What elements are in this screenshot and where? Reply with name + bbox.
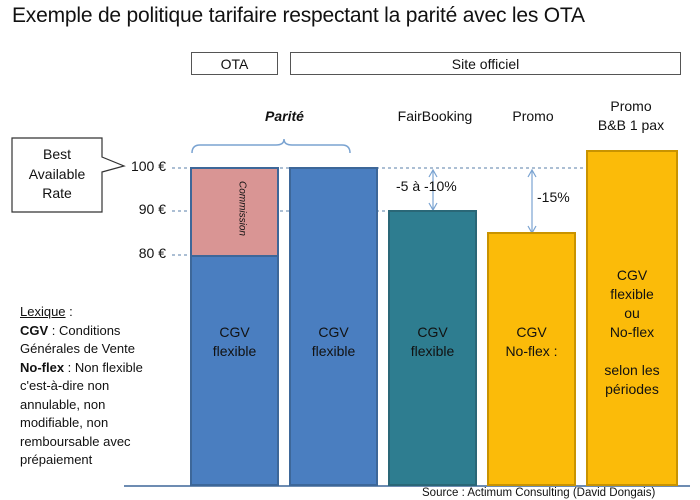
bar-parite-text: CGV flexible — [289, 323, 378, 361]
lexique-cgv-def-2: Générales de Vente — [20, 341, 135, 356]
label-promo-bb: Promo B&B 1 pax — [585, 97, 677, 135]
bar-promo-bb-text-line2: flexible — [610, 286, 654, 302]
bar-promo-text-line1: CGV — [516, 324, 547, 340]
commission-label: Commission — [236, 180, 248, 236]
bar-parite-text-line1: CGV — [318, 324, 349, 340]
lexique-heading-suffix: : — [65, 304, 73, 319]
label-parite: Parité — [265, 108, 304, 124]
lexique-noflex-def-3: annulable, non — [20, 396, 106, 412]
bar-promo-bb-text-line6: périodes — [605, 381, 659, 397]
promo-delta-label: -15% — [537, 189, 570, 205]
lexique-block: Lexique : CGV : Conditions Générales de … — [20, 303, 170, 470]
bar-promo-bb-text: CGV flexible ou No-flex selon les périod… — [586, 266, 678, 399]
source-credit: Source : Actimum Consulting (David Donga… — [422, 487, 656, 499]
header-site-officiel: Site officiel — [290, 52, 681, 75]
bar-ota-text-line1: CGV — [219, 324, 250, 340]
callout-line2: Available — [28, 165, 86, 182]
lexique-noflex-def-5: remboursable avec — [20, 433, 131, 449]
callout-best-available-rate: Best Available Rate — [12, 145, 102, 204]
lexique-noflex-term: No-flex — [20, 359, 65, 375]
callout-line1: Best — [42, 146, 71, 162]
lexique-noflex-def-4: modifiable, non — [20, 415, 109, 430]
fairbooking-delta-label: -5 à -10% — [396, 178, 457, 194]
lexique-cgv-def-1: : Conditions — [48, 322, 121, 338]
lexique-heading: Lexique — [20, 304, 66, 319]
lexique-noflex-def-6: prépaiement — [20, 452, 93, 467]
bar-promo-text: CGV No-flex : — [487, 323, 576, 361]
bar-promo-bb-text-line5: selon les — [604, 362, 660, 378]
bar-parite-site — [289, 167, 378, 486]
label-promo-bb-line2: B&B 1 pax — [597, 117, 665, 133]
bar-fairbooking-text: CGV flexible — [388, 323, 477, 361]
tick-100: 100 € — [130, 158, 166, 174]
header-ota: OTA — [191, 52, 278, 75]
bar-promo-bb-text-line1: CGV — [616, 267, 648, 283]
label-promo: Promo — [512, 108, 554, 124]
bar-ota-text-line2: flexible — [212, 343, 257, 359]
callout-line3: Rate — [42, 185, 72, 201]
bar-ota — [190, 255, 279, 486]
lexique-noflex-def-1: : Non flexible — [64, 359, 143, 375]
tick-80: 80 € — [138, 245, 166, 261]
callout-shape — [11, 137, 126, 213]
bar-ota-text: CGV flexible — [190, 323, 279, 361]
label-fairbooking: FairBooking — [397, 108, 473, 124]
lexique-cgv-term: CGV — [20, 322, 49, 338]
label-promo-bb-line1: Promo — [610, 98, 652, 114]
bar-fairbooking-text-line1: CGV — [417, 324, 448, 340]
bar-ota-commission — [190, 167, 279, 255]
lexique-noflex-def-2: c'est-à-dire non — [20, 378, 110, 393]
bar-promo — [487, 232, 576, 486]
tick-90: 90 € — [138, 201, 166, 217]
bar-parite-text-line2: flexible — [311, 343, 356, 359]
parite-brace — [191, 138, 351, 154]
bar-fairbooking-text-line2: flexible — [410, 343, 455, 359]
bar-promo-text-line2: No-flex : — [505, 343, 558, 359]
bar-promo-bb — [586, 150, 678, 486]
page-title: Exemple de politique tarifaire respectan… — [12, 4, 585, 27]
bar-fairbooking — [388, 210, 477, 486]
bar-promo-bb-text-line3: ou — [624, 305, 640, 321]
bar-promo-bb-text-line4: No-flex — [609, 324, 655, 340]
